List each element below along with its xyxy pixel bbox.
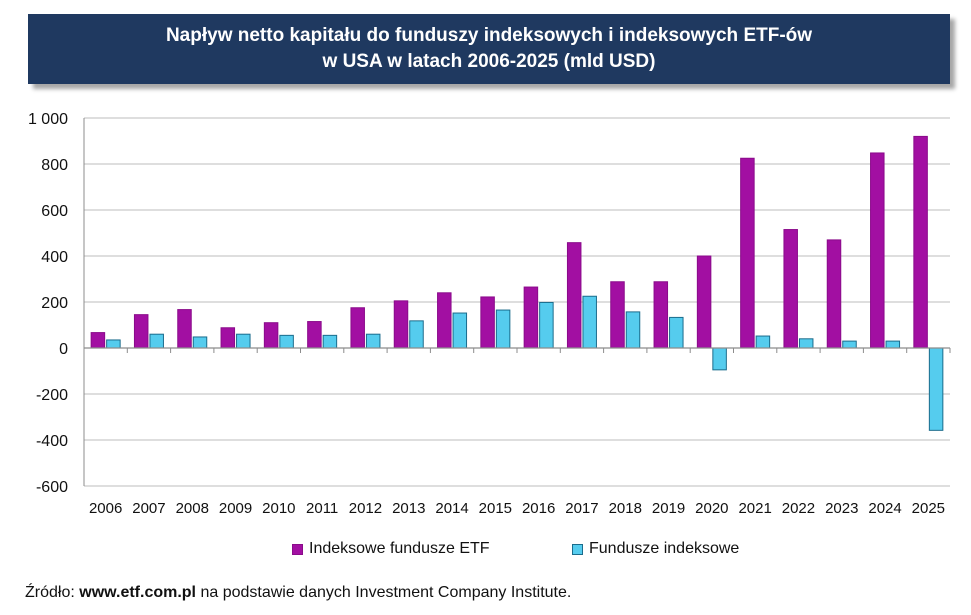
x-tick-label: 2014 (435, 500, 468, 517)
bar-etf (653, 281, 669, 349)
y-tick-label: 1 000 (28, 111, 68, 128)
x-tick-label: 2017 (565, 500, 598, 517)
chart-title-line-1: Napływ netto kapitału do funduszy indeks… (165, 25, 813, 46)
legend-swatch-etf (292, 543, 303, 555)
bar-index-fund (755, 335, 771, 349)
legend-label-etf: Indeksowe fundusze ETF (309, 540, 490, 557)
bar-index-fund (106, 339, 121, 349)
bar-index-fund (192, 336, 208, 349)
bar-index-fund (928, 347, 944, 431)
bar-etf (350, 307, 365, 349)
x-tick-label: 2008 (176, 500, 209, 517)
y-tick-label: -400 (36, 433, 68, 450)
bar-etf (913, 135, 928, 349)
bar-index-fund (149, 333, 164, 349)
x-tick-label: 2009 (219, 500, 252, 517)
x-tick-label: 2011 (306, 500, 338, 517)
bar-etf (870, 152, 885, 349)
source-suffix: na podstawie danych Investment Company I… (196, 584, 572, 601)
source-link[interactable]: www.etf.com.pl (79, 584, 196, 601)
bar-etf (610, 281, 625, 349)
bar-etf (307, 321, 322, 349)
bar-index-fund (885, 340, 901, 349)
x-tick-label: 2021 (738, 500, 771, 517)
x-tick-label: 2022 (782, 500, 815, 517)
x-tick-label: 2010 (262, 500, 295, 517)
bar-index-fund (409, 320, 424, 349)
source-note: Źródło: www.etf.com.pl na podstawie dany… (25, 584, 571, 602)
bar-index-fund (236, 333, 251, 349)
y-tick-label: 400 (41, 249, 68, 266)
x-tick-label: 2012 (349, 500, 382, 517)
x-tick-label: 2024 (868, 500, 901, 517)
bar-index-fund (712, 347, 727, 371)
y-tick-label: 600 (41, 203, 68, 220)
y-tick-label: 800 (41, 157, 68, 174)
chart-title-banner: Napływ netto kapitału do funduszy indeks… (28, 14, 950, 84)
y-tick-label: -600 (36, 479, 68, 496)
legend-item-etf: Indeksowe fundusze ETF (292, 540, 490, 558)
chart-legend: Indeksowe fundusze ETF Fundusze indeksow… (0, 540, 971, 564)
y-tick-label: 200 (41, 295, 68, 312)
y-tick-label: -200 (36, 387, 68, 404)
bar-index-fund (625, 311, 641, 349)
x-tick-label: 2023 (825, 500, 858, 517)
bar-index-fund (322, 334, 338, 349)
bar-etf (826, 239, 842, 349)
x-tick-label: 2015 (479, 500, 512, 517)
bar-etf (523, 286, 539, 349)
bar-etf (783, 229, 798, 349)
y-tick-label: 0 (59, 341, 68, 358)
bar-index-fund (842, 340, 857, 349)
x-tick-label: 2007 (132, 500, 165, 517)
bar-index-fund (582, 295, 597, 349)
bar-index-fund (452, 312, 468, 349)
x-tick-label: 2016 (522, 500, 555, 517)
bar-index-fund (539, 301, 554, 349)
chart-title-line-2: w USA w latach 2006-2025 (mld USD) (322, 51, 656, 72)
bar-index-fund (279, 334, 294, 349)
x-tick-label: 2018 (609, 500, 642, 517)
x-tick-label: 2013 (392, 500, 425, 517)
bar-etf (177, 309, 192, 349)
bar-etf (393, 300, 409, 349)
legend-item-index-funds: Fundusze indeksowe (572, 540, 739, 558)
bar-etf (437, 292, 452, 349)
legend-swatch-index-funds (572, 543, 583, 555)
bar-etf (220, 327, 236, 349)
bar-chart: 1 000 800 600 400 200 0 -200 -400 -600 2006 2007 20… (28, 111, 951, 517)
bar-etf (480, 296, 495, 349)
x-tick-label: 2020 (695, 500, 728, 517)
bar-etf (263, 322, 279, 349)
x-tick-label: 2006 (89, 500, 122, 517)
bar-etf (696, 255, 712, 349)
legend-label-index-funds: Fundusze indeksowe (589, 540, 740, 557)
bar-etf (133, 314, 149, 349)
x-tick-label: 2025 (912, 500, 945, 517)
bar-index-fund (495, 309, 511, 349)
bar-index-fund (798, 338, 814, 349)
bar-etf (90, 332, 106, 349)
bar-etf (566, 242, 582, 349)
x-tick-label: 2019 (652, 500, 685, 517)
bar-index-fund (669, 316, 684, 349)
bar-etf (740, 157, 755, 349)
bar-index-fund (365, 333, 381, 349)
source-prefix: Źródło: (25, 584, 80, 601)
